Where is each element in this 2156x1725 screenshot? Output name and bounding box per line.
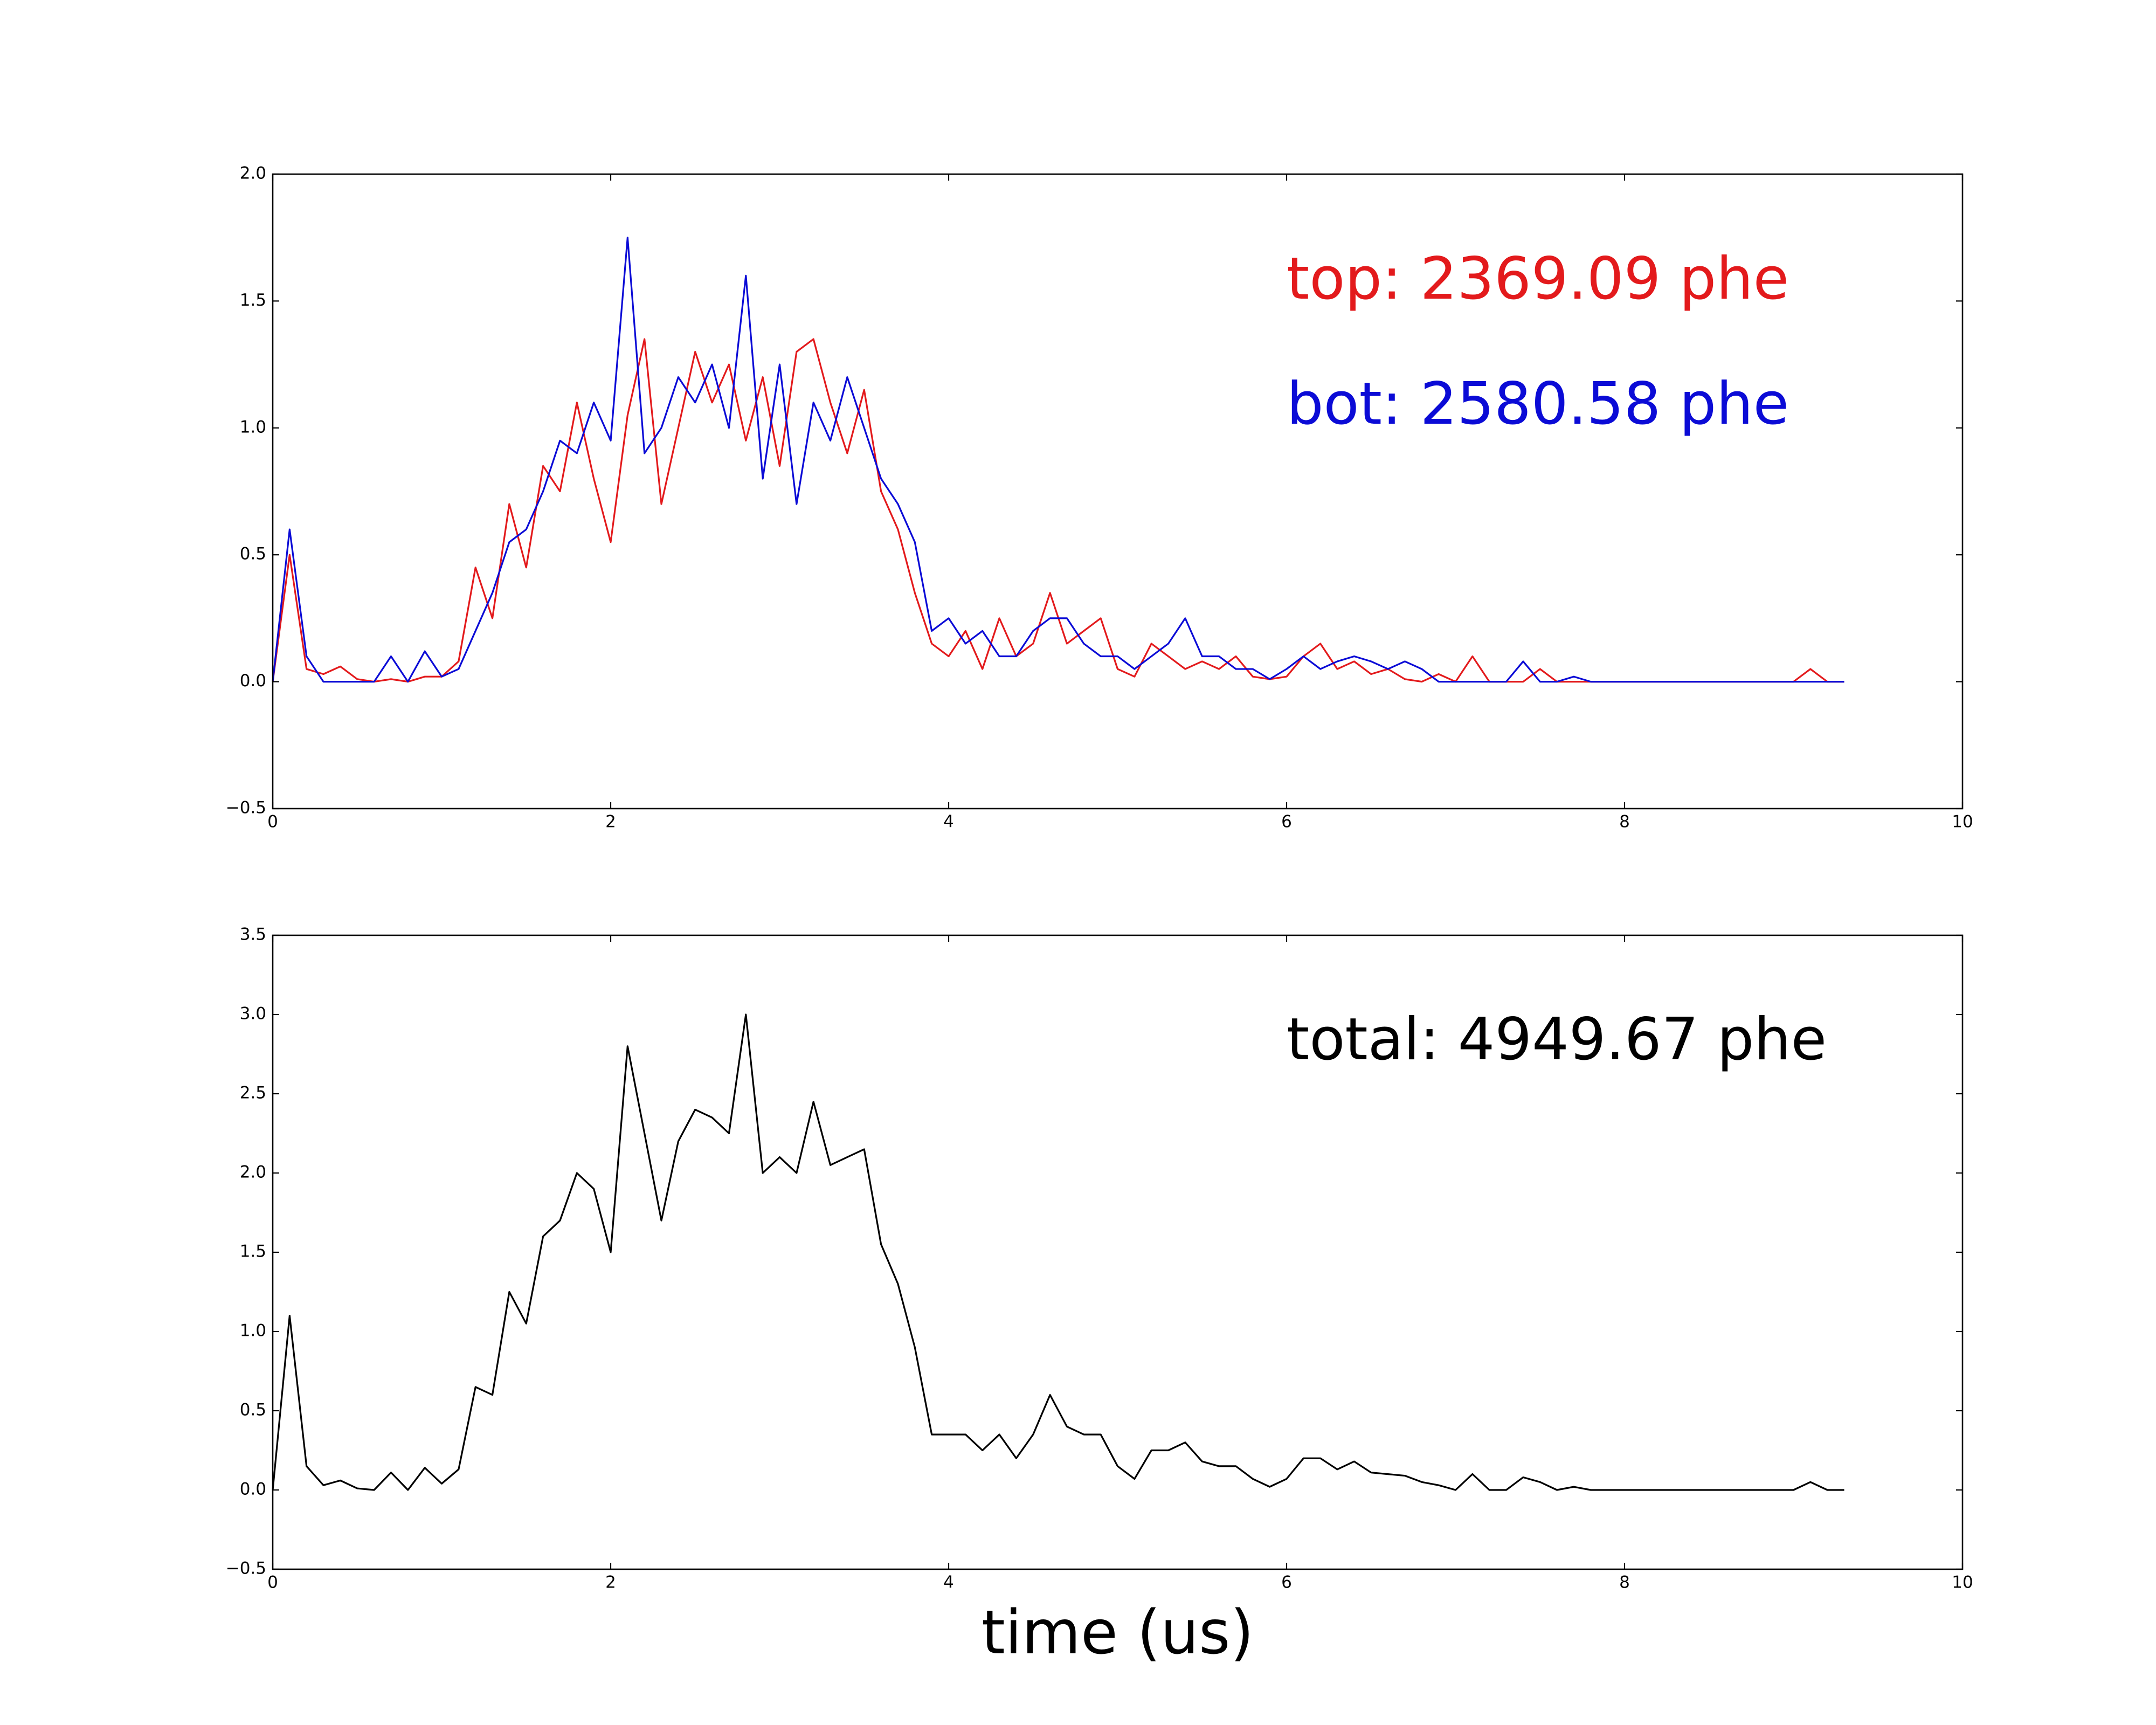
x-tick-label: 6 [1281, 812, 1292, 832]
y-tick-label: 3.0 [240, 1004, 266, 1024]
x-tick-label: 8 [1619, 812, 1630, 832]
y-tick-label: 1.0 [240, 417, 266, 437]
y-tick-label: 3.5 [240, 925, 266, 944]
series-label: total: 4949.67 phe [1287, 1006, 1827, 1073]
series-label: top: 2369.09 phe [1287, 245, 1789, 313]
series-line [272, 237, 1844, 683]
y-tick-label: −0.5 [226, 1559, 266, 1578]
y-tick-label: 1.0 [240, 1321, 266, 1341]
x-tick-label: 8 [1619, 1573, 1630, 1592]
y-tick-label: 2.5 [240, 1084, 266, 1103]
x-tick-label: 2 [605, 812, 616, 832]
series-label: bot: 2580.58 phe [1287, 370, 1789, 438]
y-tick-label: 1.5 [240, 291, 266, 310]
x-tick-label: 4 [943, 1573, 954, 1592]
x-axis-label: time (us) [982, 1598, 1254, 1668]
y-tick-label: −0.5 [226, 798, 266, 818]
x-tick-label: 2 [605, 1573, 616, 1592]
y-tick-label: 0.0 [240, 1480, 266, 1499]
x-tick-label: 0 [267, 1573, 278, 1592]
y-tick-label: 1.5 [240, 1242, 266, 1261]
y-tick-label: 0.0 [240, 671, 266, 691]
series-line [272, 1013, 1844, 1491]
axes-frame [272, 173, 1964, 810]
x-tick-label: 0 [267, 812, 278, 832]
y-tick-label: 0.5 [240, 544, 266, 564]
x-tick-label: 4 [943, 812, 954, 832]
y-tick-label: 2.0 [240, 164, 266, 183]
x-tick-label: 6 [1281, 1573, 1292, 1592]
y-tick-label: 2.0 [240, 1163, 266, 1182]
y-tick-label: 0.5 [240, 1400, 266, 1420]
x-tick-label: 10 [1952, 812, 1973, 832]
x-tick-label: 10 [1952, 1573, 1973, 1592]
